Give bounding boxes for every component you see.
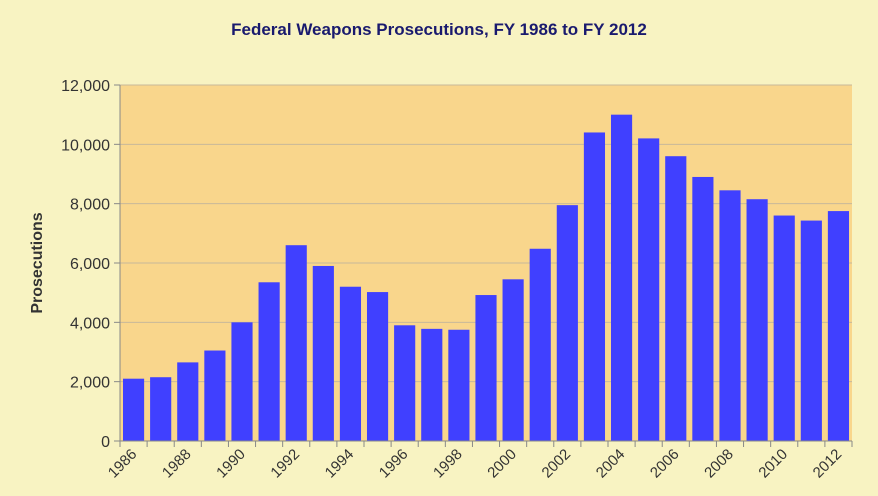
bar-1994: [339, 286, 362, 441]
bar-2007: [692, 176, 714, 441]
bar-2003: [583, 132, 606, 441]
x-tick-label: 2010: [755, 446, 791, 482]
bars: [122, 114, 850, 442]
bar-2006: [665, 156, 687, 441]
bar-1991: [258, 282, 280, 441]
bar-2012: [827, 211, 850, 441]
bar-2001: [529, 248, 551, 441]
bar-1989: [204, 350, 226, 441]
bar-1999: [475, 295, 497, 441]
x-tick-label: 2002: [539, 446, 575, 482]
y-tick-label: 8,000: [70, 197, 110, 214]
x-tick-label: 2006: [647, 446, 683, 482]
x-tick-label: 2000: [484, 446, 520, 482]
y-tick-label: 12,000: [61, 78, 110, 95]
bar-2002: [556, 205, 578, 441]
y-tick-label: 2,000: [70, 375, 110, 392]
x-tick-label: 2008: [701, 446, 737, 482]
bar-1996: [394, 325, 416, 441]
bar-1998: [448, 329, 470, 441]
bar-1987: [150, 377, 172, 441]
bar-1995: [366, 292, 389, 441]
x-tick-label: 1994: [322, 446, 358, 482]
x-tick-label: 1996: [376, 446, 412, 482]
y-tick-label: 0: [101, 434, 110, 451]
bar-1986: [122, 378, 145, 441]
bar-2004: [610, 114, 633, 442]
x-tick-label: 2012: [810, 446, 846, 482]
bar-1992: [285, 245, 307, 441]
bar-1990: [231, 322, 253, 441]
bar-2005: [638, 138, 660, 441]
x-tick-label: 1998: [430, 446, 466, 482]
x-tick-label: 1986: [105, 446, 141, 482]
bar-1997: [421, 328, 443, 441]
bar-2000: [502, 279, 524, 441]
x-tick-label: 1988: [159, 446, 195, 482]
chart-title: Federal Weapons Prosecutions, FY 1986 to…: [231, 20, 647, 39]
y-tick-label: 6,000: [70, 256, 110, 273]
bar-2008: [719, 190, 741, 441]
bar-2011: [800, 220, 822, 441]
bar-2010: [773, 215, 795, 441]
y-tick-label: 4,000: [70, 315, 110, 332]
bar-2009: [746, 199, 768, 441]
x-tick-label: 2004: [593, 446, 629, 482]
x-tick-label: 1992: [267, 446, 303, 482]
y-axis-label: Prosecutions: [29, 212, 46, 313]
bar-1988: [177, 362, 199, 441]
x-tick-label: 1990: [213, 446, 249, 482]
bar-1993: [312, 265, 334, 441]
y-tick-label: 10,000: [61, 137, 110, 154]
